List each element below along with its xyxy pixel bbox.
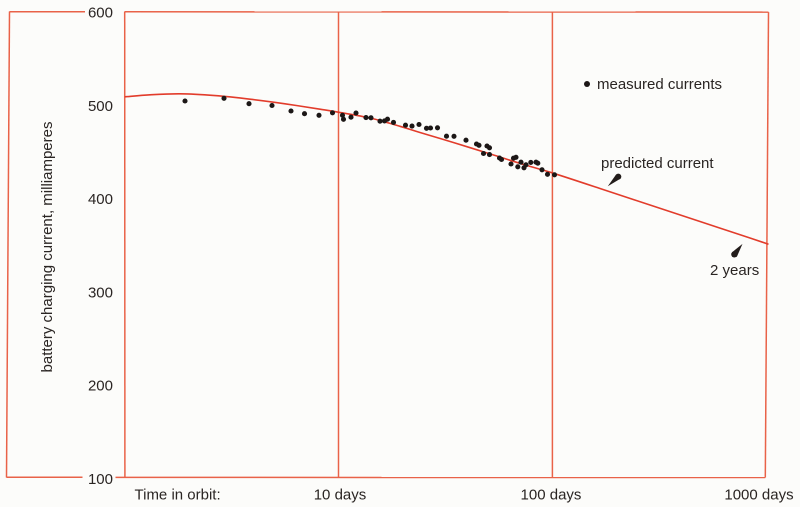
svg-text:500: 500 (88, 98, 113, 115)
svg-text:200: 200 (88, 378, 113, 395)
svg-text:predicted current: predicted current (601, 155, 714, 172)
svg-text:600: 600 (88, 5, 113, 22)
svg-text:100: 100 (88, 471, 113, 488)
svg-text:measured currents: measured currents (597, 76, 722, 93)
svg-text:2 years: 2 years (710, 262, 759, 279)
svg-text:100 days: 100 days (521, 487, 582, 504)
svg-text:300: 300 (88, 284, 113, 301)
svg-text:1000 days: 1000 days (724, 487, 793, 504)
svg-text:10 days: 10 days (314, 487, 367, 504)
svg-text:400: 400 (88, 191, 113, 208)
svg-text:Time in orbit:: Time in orbit: (135, 487, 221, 504)
svg-text:battery charging current, mill: battery charging current, milliamperes (39, 122, 56, 373)
